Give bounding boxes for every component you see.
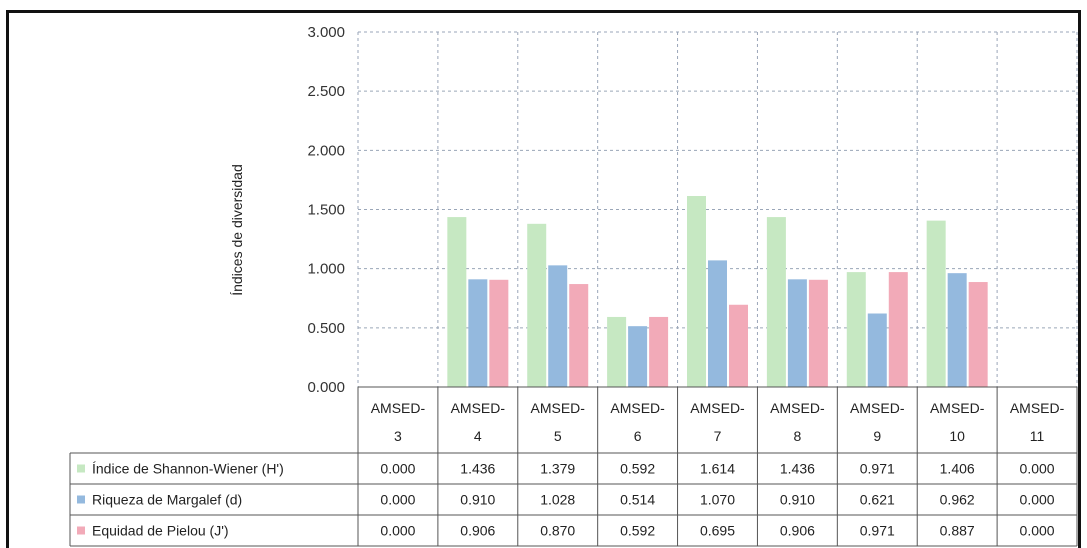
y-tick-label: 3.000 — [307, 24, 345, 41]
category-label: 11 — [1030, 428, 1045, 444]
legend-label: Equidad de Pielou (J') — [92, 523, 229, 539]
y-tick-label: 2.500 — [307, 83, 345, 100]
bar — [548, 265, 568, 387]
bar — [489, 279, 509, 387]
data-table-value: 0.514 — [620, 492, 655, 508]
data-table-value: 0.962 — [940, 492, 975, 508]
data-table-value: 0.906 — [780, 523, 815, 539]
data-table-value: 0.971 — [860, 523, 895, 539]
legend-label: Riqueza de Margalef (d) — [92, 492, 242, 508]
data-table-value: 1.379 — [540, 461, 575, 477]
y-tick-label: 0.500 — [307, 320, 345, 337]
category-label: 7 — [714, 428, 722, 444]
data-table-value: 1.406 — [940, 461, 975, 477]
data-table-value: 0.971 — [860, 461, 895, 477]
data-table-value: 1.614 — [700, 461, 735, 477]
bar — [766, 217, 786, 387]
bar — [787, 279, 807, 387]
bar — [569, 284, 589, 387]
data-table-value: 0.000 — [1020, 492, 1055, 508]
data-table-value: 0.910 — [460, 492, 495, 508]
legend-swatch — [77, 526, 85, 535]
category-label: 4 — [474, 428, 482, 444]
data-table-value: 0.000 — [1020, 461, 1055, 477]
bar — [808, 279, 828, 387]
data-table-value: 1.070 — [700, 492, 735, 508]
bar — [447, 217, 467, 387]
bar — [888, 272, 908, 387]
category-label: 6 — [634, 428, 642, 444]
category-label: AMSED- — [770, 400, 825, 416]
y-axis-title: Índices de diversidad — [229, 164, 245, 296]
data-table-value: 0.695 — [700, 523, 735, 539]
data-table-value: 0.000 — [380, 492, 415, 508]
data-table-value: 1.436 — [780, 461, 815, 477]
y-tick-label: 0.000 — [307, 379, 345, 396]
bar — [687, 196, 706, 387]
bar — [729, 304, 748, 387]
category-label: 8 — [793, 428, 801, 444]
legend-label: Índice de Shannon-Wiener (H') — [92, 461, 284, 477]
bar — [947, 273, 967, 387]
data-table-value: 1.436 — [460, 461, 495, 477]
category-label: AMSED- — [451, 400, 506, 416]
bar — [708, 260, 727, 387]
category-label: AMSED- — [850, 400, 905, 416]
data-table-value: 0.870 — [540, 523, 575, 539]
data-table-value: 1.028 — [540, 492, 575, 508]
data-table-value: 0.000 — [380, 461, 415, 477]
bar — [527, 223, 547, 387]
y-tick-label: 2.000 — [307, 142, 345, 159]
data-table-value: 0.910 — [780, 492, 815, 508]
bar — [607, 316, 627, 387]
data-table-value: 0.592 — [620, 461, 655, 477]
y-tick-label: 1.500 — [307, 202, 345, 219]
category-label: 5 — [554, 428, 562, 444]
bar — [968, 282, 988, 387]
category-label: AMSED- — [930, 400, 985, 416]
data-table-value: 0.906 — [460, 523, 495, 539]
category-label: AMSED- — [610, 400, 665, 416]
bar — [846, 272, 866, 387]
bar — [628, 326, 648, 387]
y-tick-label: 1.000 — [307, 261, 345, 278]
data-table-value: 0.592 — [620, 523, 655, 539]
category-label: 9 — [873, 428, 881, 444]
category-label: AMSED- — [690, 400, 745, 416]
category-label: 10 — [949, 428, 965, 444]
legend-swatch — [77, 464, 85, 473]
category-label: 3 — [394, 428, 402, 444]
data-table-value: 0.621 — [860, 492, 895, 508]
data-table-value: 0.000 — [380, 523, 415, 539]
legend-swatch — [77, 495, 85, 504]
category-label: AMSED- — [371, 400, 426, 416]
data-table-value: 0.000 — [1020, 523, 1055, 539]
bar — [649, 316, 669, 387]
bar — [468, 279, 488, 387]
bar — [867, 313, 887, 387]
data-table-value: 0.887 — [940, 523, 975, 539]
category-label: AMSED- — [530, 400, 585, 416]
bar — [926, 220, 946, 387]
category-label: AMSED- — [1010, 400, 1065, 416]
